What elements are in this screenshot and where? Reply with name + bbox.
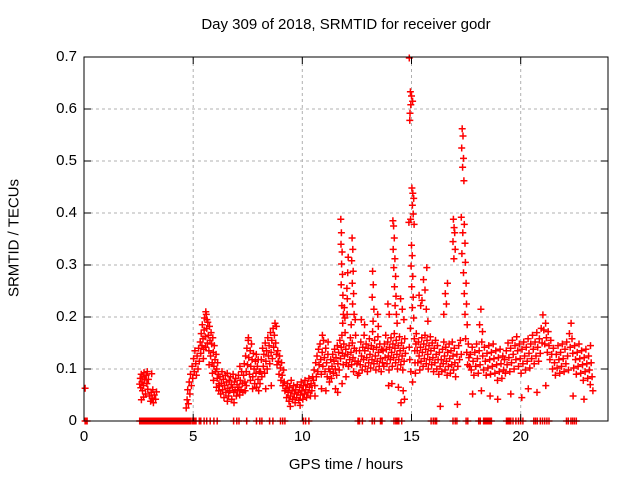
y-tick-label: 0.5	[56, 152, 77, 169]
y-tick-label: 0.6	[56, 100, 77, 117]
y-tick-label: 0.3	[56, 256, 77, 273]
y-tick-label: 0.1	[56, 360, 77, 377]
y-tick-label: 0	[68, 412, 77, 429]
x-tick-label: 5	[188, 428, 198, 445]
chart-title: Day 309 of 2018, SRMTID for receiver god…	[201, 16, 491, 33]
x-tick-label: 20	[512, 428, 529, 445]
axis-ticks	[83, 56, 608, 422]
y-tick-label: 0.4	[56, 204, 77, 221]
y-tick-label: 0.7	[56, 48, 77, 65]
x-axis-title: GPS time / hours	[288, 456, 404, 473]
x-tick-label: 15	[403, 428, 420, 445]
grid-lines	[84, 57, 608, 421]
x-tick-label: 0	[79, 428, 89, 445]
plot-frame	[83, 56, 609, 422]
x-tick-label: 10	[293, 428, 311, 445]
y-tick-label: 0.2	[56, 308, 77, 325]
